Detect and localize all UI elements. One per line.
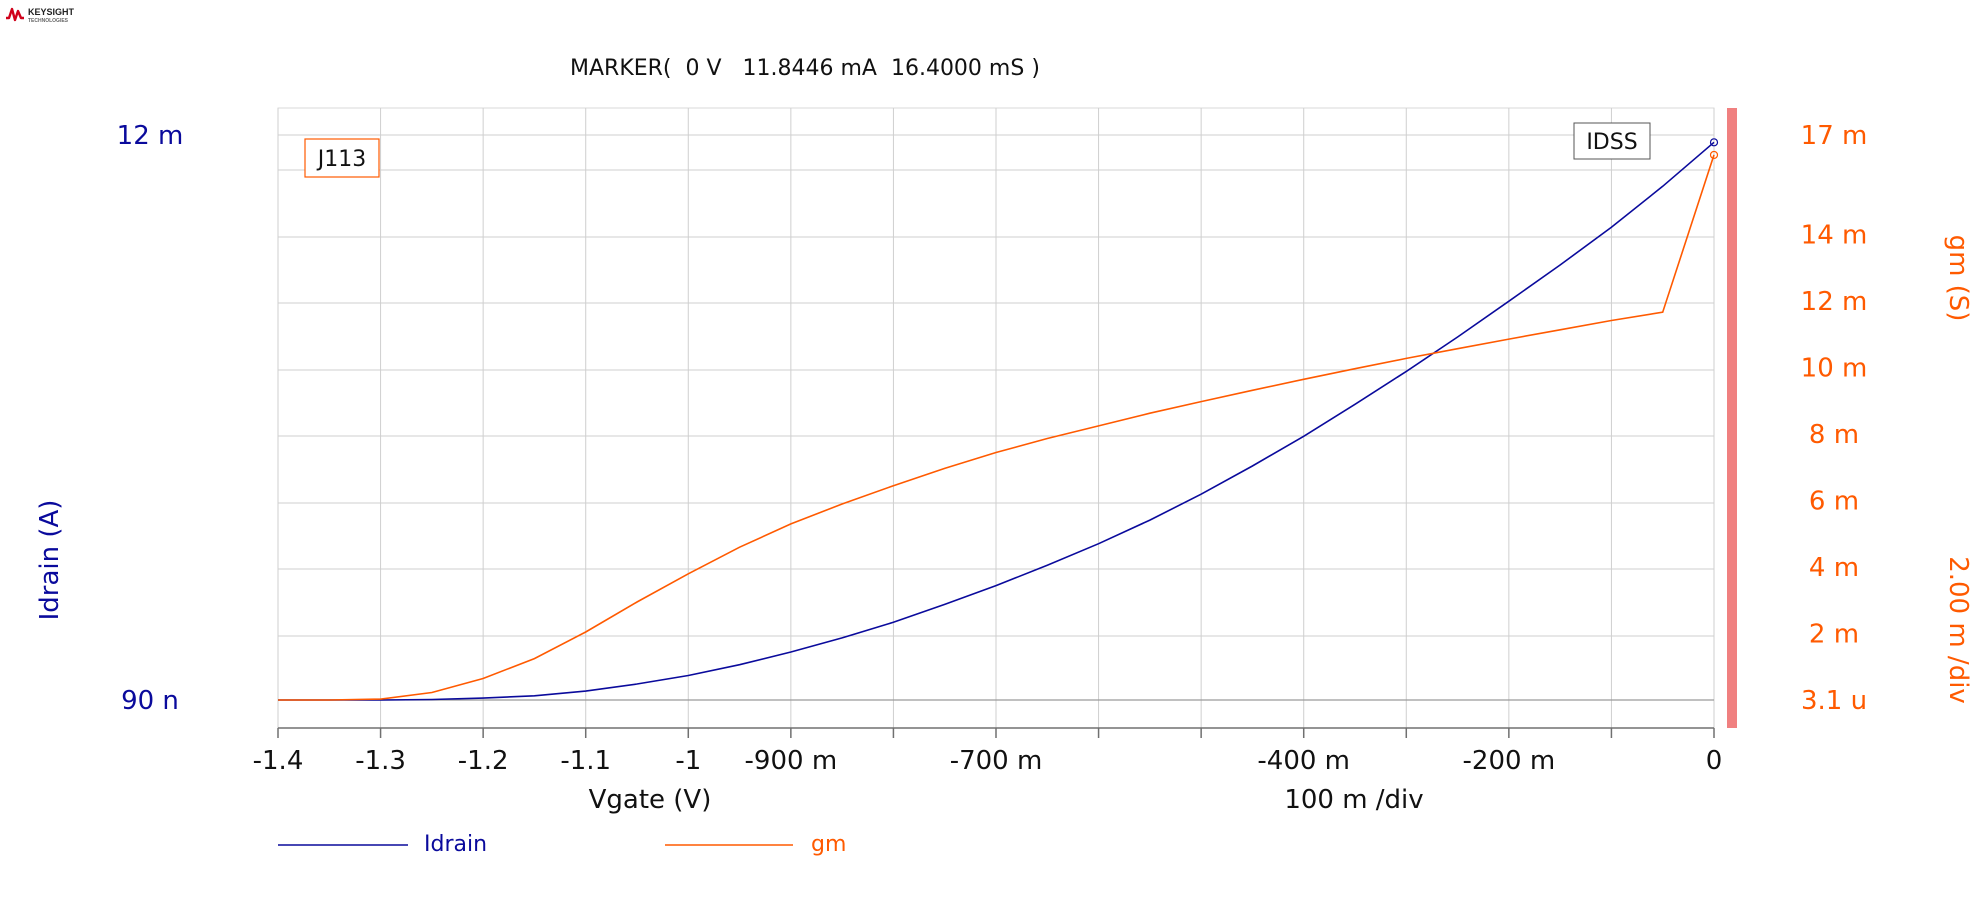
legend-label-gm: gm bbox=[811, 832, 846, 857]
device-label-frame bbox=[304, 138, 380, 178]
y-left-tick-label: 90 n bbox=[121, 686, 179, 716]
x-tick-label: -1.1 bbox=[560, 746, 611, 776]
marker-readout: MARKER( 0 V 11.8446 mA 16.4000 mS ) bbox=[570, 56, 1040, 81]
keysight-wave-icon bbox=[6, 7, 24, 22]
y-left-tick-label: 12 m bbox=[117, 121, 184, 151]
idss-label-box: IDSS bbox=[1573, 122, 1651, 160]
y-right-tick-label: 3.1 u bbox=[1801, 686, 1867, 716]
y-right-axis-label: gm (S) bbox=[1943, 235, 1973, 322]
y-right-tick-label: 4 m bbox=[1809, 553, 1859, 583]
logo-sub: TECHNOLOGIES bbox=[28, 18, 69, 24]
idss-label: IDSS bbox=[1586, 130, 1637, 155]
x-div-label: 100 m /div bbox=[1284, 785, 1423, 815]
axes bbox=[277, 699, 1715, 738]
series bbox=[278, 138, 1719, 701]
tick-labels: -1.4 -1.3 -1.2 -1.1 -1 -900 m -700 m -400 m -200… bbox=[117, 121, 1868, 776]
marker-point-gm bbox=[1709, 150, 1719, 160]
legend-label-idrain: Idrain bbox=[424, 832, 487, 857]
y-right-tick-label: 12 m bbox=[1801, 287, 1868, 317]
idss-label-frame bbox=[1573, 122, 1651, 160]
device-label: J113 bbox=[316, 147, 366, 172]
x-tick-label: -1 bbox=[675, 746, 701, 776]
x-tick-label: 0 bbox=[1706, 746, 1723, 776]
x-tick-label: -1.2 bbox=[458, 746, 509, 776]
keysight-logo: KEYSIGHT TECHNOLOGIES bbox=[6, 7, 75, 24]
series-line-gm bbox=[278, 154, 1715, 701]
x-tick-label: -1.4 bbox=[253, 746, 304, 776]
y-right-tick-label: 6 m bbox=[1809, 487, 1859, 517]
right-scale-bar bbox=[1727, 108, 1737, 728]
y-left-axis-label: Idrain (A) bbox=[35, 500, 65, 621]
x-tick-label: -400 m bbox=[1257, 746, 1350, 776]
series-line-idrain bbox=[278, 141, 1715, 701]
x-tick-label: -1.3 bbox=[355, 746, 406, 776]
x-axis-label: Vgate (V) bbox=[589, 785, 712, 815]
y-right-tick-label: 14 m bbox=[1801, 221, 1868, 251]
marker-point-idrain bbox=[1709, 138, 1719, 147]
x-tick-label: -900 m bbox=[745, 746, 838, 776]
x-tick-label: -700 m bbox=[950, 746, 1043, 776]
y-right-tick-label: 10 m bbox=[1801, 354, 1868, 384]
y-right-tick-label: 17 m bbox=[1801, 121, 1868, 151]
device-label-box: J113 bbox=[304, 138, 380, 178]
logo-name: KEYSIGHT bbox=[28, 7, 75, 17]
y-right-div-label: 2.00 m /div bbox=[1943, 556, 1973, 704]
x-tick-label: -200 m bbox=[1463, 746, 1556, 776]
legend: Idrain gm bbox=[278, 832, 846, 857]
y-right-tick-label: 8 m bbox=[1809, 420, 1859, 450]
y-right-tick-label: 2 m bbox=[1809, 620, 1859, 650]
grid bbox=[277, 108, 1715, 728]
